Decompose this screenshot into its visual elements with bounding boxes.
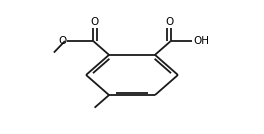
Text: O: O xyxy=(58,36,66,46)
Text: O: O xyxy=(91,17,99,27)
Text: O: O xyxy=(165,17,173,27)
Text: OH: OH xyxy=(193,36,209,46)
